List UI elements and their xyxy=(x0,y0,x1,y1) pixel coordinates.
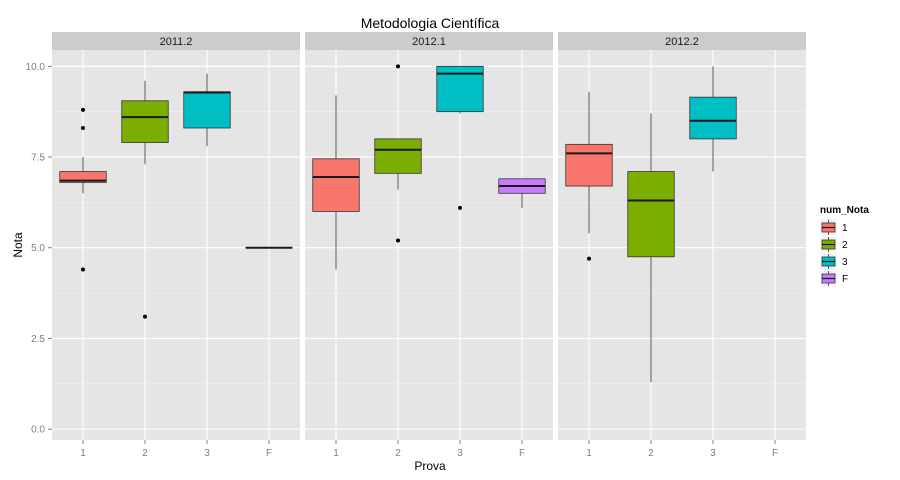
box-iqr xyxy=(565,143,613,187)
box-iqr xyxy=(627,171,675,258)
legend-label: 3 xyxy=(842,257,848,268)
boxplot-1 xyxy=(312,95,360,270)
legend: num_Nota 1 2 3 F xyxy=(819,205,869,288)
legend-key-3: 3 xyxy=(819,252,848,271)
legend-key-1: 1 xyxy=(819,218,848,237)
boxplot-2 xyxy=(627,113,675,382)
facet-panel-1: 2011.2 1 2 3 F xyxy=(52,32,300,459)
x-tick-label: 3 xyxy=(457,448,463,459)
panel-background xyxy=(558,50,806,440)
legend-label: F xyxy=(842,274,848,285)
outlier-point xyxy=(396,64,400,69)
facet-strip xyxy=(52,32,300,50)
x-tick-label: F xyxy=(266,448,272,459)
facet-strip xyxy=(558,32,806,50)
x-tick-label: 3 xyxy=(204,448,210,459)
legend-key-F: F xyxy=(819,269,848,288)
legend-key-2: 2 xyxy=(819,235,848,254)
x-tick-label: F xyxy=(772,448,778,459)
x-tick-label: 1 xyxy=(333,448,339,459)
boxplot-F xyxy=(498,178,546,208)
chart-title: Metodologia Científica xyxy=(361,15,500,31)
facet-strip xyxy=(305,32,553,50)
box-iqr xyxy=(59,171,107,183)
box-iqr xyxy=(374,138,422,174)
x-tick-label: 2 xyxy=(142,448,148,459)
facet-strip-label: 2012.2 xyxy=(665,36,699,48)
boxplot-2 xyxy=(374,64,422,243)
y-tick-label: 2.5 xyxy=(31,334,45,345)
outlier-point xyxy=(143,314,147,319)
facet-strip-label: 2011.2 xyxy=(160,36,193,48)
boxplot-3 xyxy=(689,66,737,172)
legend-label: 2 xyxy=(842,240,848,251)
x-tick-label: 1 xyxy=(586,448,592,459)
boxplot-3 xyxy=(183,73,231,147)
x-tick-label: 3 xyxy=(710,448,716,459)
box-iqr xyxy=(121,100,169,143)
boxplot-3 xyxy=(436,65,484,210)
facet-panel-3: 2012.2 1 2 3 F xyxy=(558,32,806,459)
x-tick-label: 2 xyxy=(395,448,401,459)
box-iqr xyxy=(183,91,231,129)
facet-panels: 2011.2 1 2 3 F 2012.1 1 2 3 F 2012.2 1 2 3 F xyxy=(52,32,806,459)
legend-keys: 1 2 3 F xyxy=(819,218,848,288)
outlier-point xyxy=(81,126,85,130)
boxplot-1 xyxy=(565,91,613,261)
outlier-point xyxy=(458,205,462,210)
facet-panel-2: 2012.1 1 2 3 F xyxy=(305,32,553,459)
y-tick-label: 7.5 xyxy=(31,153,45,164)
panel-background xyxy=(52,50,300,440)
outlier-point xyxy=(396,238,400,243)
facet-strip-label: 2012.1 xyxy=(412,36,446,48)
outlier-point xyxy=(81,267,85,272)
outlier-point xyxy=(81,107,85,112)
x-tick-label: 2 xyxy=(648,448,654,459)
panel-background xyxy=(305,50,553,440)
boxplot-2 xyxy=(121,80,169,319)
y-axis: 0.0 2.5 5.0 7.5 10.0 xyxy=(26,62,52,436)
outlier-point xyxy=(587,256,591,261)
x-axis-title: Prova xyxy=(414,459,446,473)
box-iqr xyxy=(312,158,360,212)
y-tick-label: 5.0 xyxy=(31,243,45,254)
boxplot-1 xyxy=(59,107,107,272)
x-tick-label: 1 xyxy=(80,448,86,459)
legend-title: num_Nota xyxy=(820,205,869,216)
y-axis-title: Nota xyxy=(11,232,25,258)
box-iqr xyxy=(689,96,737,140)
x-tick-label: F xyxy=(519,448,525,459)
y-tick-label: 10.0 xyxy=(26,62,46,73)
y-tick-label: 0.0 xyxy=(31,425,45,436)
legend-label: 1 xyxy=(842,223,848,234)
